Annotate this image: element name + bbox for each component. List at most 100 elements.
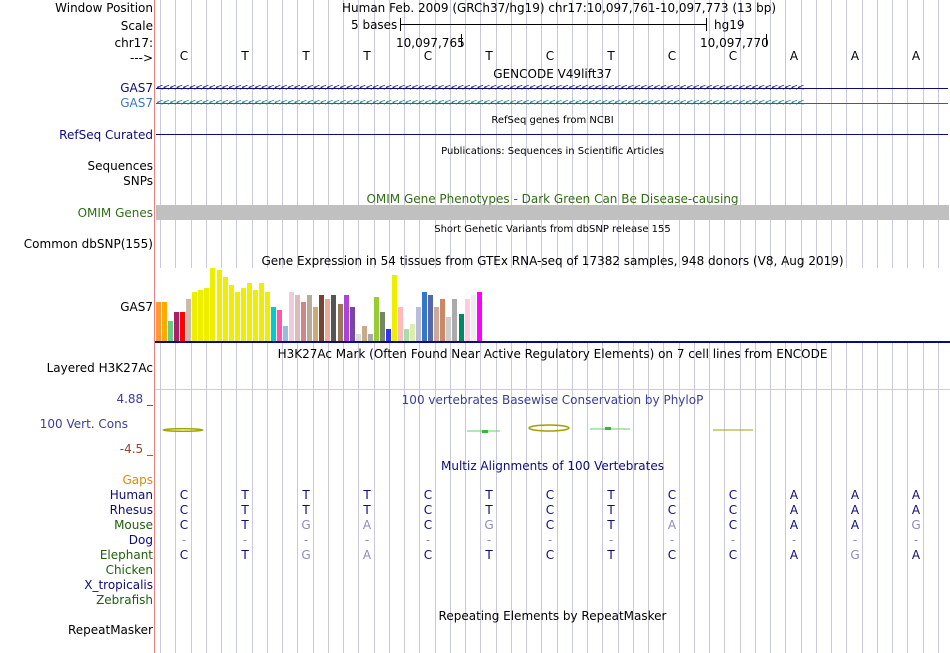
snps-track-label[interactable]: SNPs xyxy=(123,174,153,188)
repeatmasker-track-label[interactable]: RepeatMasker xyxy=(67,623,153,637)
gtex-tissue-bar[interactable] xyxy=(198,290,203,341)
multiz-base: C xyxy=(423,548,433,562)
gtex-tissue-bar[interactable] xyxy=(289,292,294,341)
gtex-tissue-bar[interactable] xyxy=(350,307,355,341)
gtex-tissue-bar[interactable] xyxy=(446,317,451,341)
species-label[interactable]: Mouse xyxy=(114,518,153,532)
multiz-base: A xyxy=(911,503,921,517)
gtex-tissue-bar[interactable] xyxy=(235,292,240,341)
multiz-base: C xyxy=(423,518,433,532)
base-9: C xyxy=(667,49,677,63)
gtex-tissue-bar[interactable] xyxy=(325,299,330,341)
gtex-tissue-bar[interactable] xyxy=(156,302,161,341)
gtex-tissue-bar[interactable] xyxy=(162,302,167,341)
gtex-tissue-bar[interactable] xyxy=(344,295,349,341)
species-label[interactable]: Zebrafish xyxy=(96,593,153,607)
multiz-base: - xyxy=(303,533,309,547)
gtex-tissue-bar[interactable] xyxy=(271,307,276,341)
species-label[interactable]: Chicken xyxy=(105,563,153,577)
gtex-tissue-bar[interactable] xyxy=(338,304,343,341)
refseq-gene-line[interactable] xyxy=(156,134,948,135)
gtex-tissue-bar[interactable] xyxy=(471,295,476,341)
gtex-track-label[interactable]: GAS7 xyxy=(120,300,153,314)
omim-gene-block[interactable] xyxy=(156,205,949,220)
gtex-tissue-bar[interactable] xyxy=(404,329,409,341)
gtex-tissue-bar[interactable] xyxy=(168,321,173,341)
multiz-base: G xyxy=(301,518,311,532)
gtex-tissue-bar[interactable] xyxy=(465,299,470,341)
sequences-track-label[interactable]: Sequences xyxy=(87,159,153,173)
gtex-tissue-bar[interactable] xyxy=(440,299,445,341)
gtex-tissue-bar[interactable] xyxy=(174,312,179,341)
gtex-tissue-bar[interactable] xyxy=(319,295,324,341)
gtex-tissue-bar[interactable] xyxy=(307,295,312,341)
gtex-tissue-bar[interactable] xyxy=(356,334,361,341)
gtex-tissue-bar[interactable] xyxy=(331,295,336,341)
phylop-track-label[interactable]: 100 Vert. Cons xyxy=(39,417,128,431)
gtex-tissue-bar[interactable] xyxy=(477,292,482,341)
base-1: C xyxy=(179,49,189,63)
omim-track-label[interactable]: OMIM Genes xyxy=(77,206,153,220)
gtex-tissue-bar[interactable] xyxy=(398,307,403,341)
multiz-base: - xyxy=(547,533,553,547)
gtex-tissue-bar[interactable] xyxy=(422,292,427,341)
species-label[interactable]: Elephant xyxy=(99,548,153,562)
gtex-tissue-bar[interactable] xyxy=(277,310,282,341)
gtex-tissue-bar[interactable] xyxy=(452,299,457,341)
multiz-base: - xyxy=(425,533,431,547)
gtex-tissue-bar[interactable] xyxy=(410,324,415,341)
gtex-tissue-bar[interactable] xyxy=(210,268,215,341)
gtex-tissue-bar[interactable] xyxy=(386,329,391,341)
gtex-tissue-bar[interactable] xyxy=(374,297,379,341)
gtex-tissue-bar[interactable] xyxy=(368,334,373,341)
gtex-bar-chart[interactable] xyxy=(155,268,950,341)
gtex-tissue-bar[interactable] xyxy=(204,288,209,341)
species-label[interactable]: Dog xyxy=(128,533,153,547)
gtex-tissue-bar[interactable] xyxy=(380,312,385,341)
gencode-track-label-1[interactable]: GAS7 xyxy=(120,81,153,95)
gtex-tissue-bar[interactable] xyxy=(459,314,464,341)
gtex-tissue-bar[interactable] xyxy=(313,307,318,341)
gtex-tissue-bar[interactable] xyxy=(392,275,397,341)
multiz-base: T xyxy=(241,548,249,562)
gtex-tissue-bar[interactable] xyxy=(186,299,191,341)
gencode-track-title: GENCODE V49lift37 xyxy=(493,67,612,81)
gtex-tissue-bar[interactable] xyxy=(428,295,433,341)
gencode-track-label-2[interactable]: GAS7 xyxy=(120,96,153,110)
gtex-tissue-bar[interactable] xyxy=(259,283,264,341)
multiz-base: A xyxy=(850,503,860,517)
gtex-tissue-bar[interactable] xyxy=(283,326,288,341)
gtex-tissue-bar[interactable] xyxy=(362,326,367,341)
gtex-tissue-bar[interactable] xyxy=(253,290,258,341)
species-label[interactable]: Human xyxy=(109,488,153,502)
ruler-tick-2 xyxy=(766,34,767,46)
h3k27ac-track-label[interactable]: Layered H3K27Ac xyxy=(46,361,153,375)
refseq-track-title: RefSeq genes from NCBI xyxy=(491,115,614,126)
gaps-label: Gaps xyxy=(122,473,153,487)
gtex-tissue-bar[interactable] xyxy=(265,292,270,341)
gtex-tissue-bar[interactable] xyxy=(416,307,421,341)
dbsnp-track-label[interactable]: Common dbSNP(155) xyxy=(23,237,153,251)
gtex-tissue-bar[interactable] xyxy=(229,285,234,341)
gtex-tissue-bar[interactable] xyxy=(180,312,185,341)
refseq-track-label[interactable]: RefSeq Curated xyxy=(59,128,153,142)
base-6: T xyxy=(485,49,493,63)
scale-label: Scale xyxy=(120,19,153,33)
gtex-tissue-bar[interactable] xyxy=(295,295,300,341)
multiz-base: C xyxy=(667,488,677,502)
multiz-base: C xyxy=(667,503,677,517)
species-label[interactable]: Rhesus xyxy=(109,503,153,517)
multiz-base: T xyxy=(485,488,493,502)
gtex-tissue-bar[interactable] xyxy=(217,270,222,341)
gtex-tissue-bar[interactable] xyxy=(192,292,197,341)
phylop-signal[interactable] xyxy=(155,420,950,440)
gtex-tissue-bar[interactable] xyxy=(247,283,252,341)
multiz-base: A xyxy=(911,548,921,562)
gtex-tissue-bar[interactable] xyxy=(223,277,228,341)
multiz-base: A xyxy=(789,503,799,517)
gtex-tissue-bar[interactable] xyxy=(241,288,246,341)
gtex-tissue-bar[interactable] xyxy=(434,307,439,341)
base-10: C xyxy=(728,49,738,63)
gtex-tissue-bar[interactable] xyxy=(301,302,306,341)
species-label[interactable]: X_tropicalis xyxy=(84,578,153,592)
